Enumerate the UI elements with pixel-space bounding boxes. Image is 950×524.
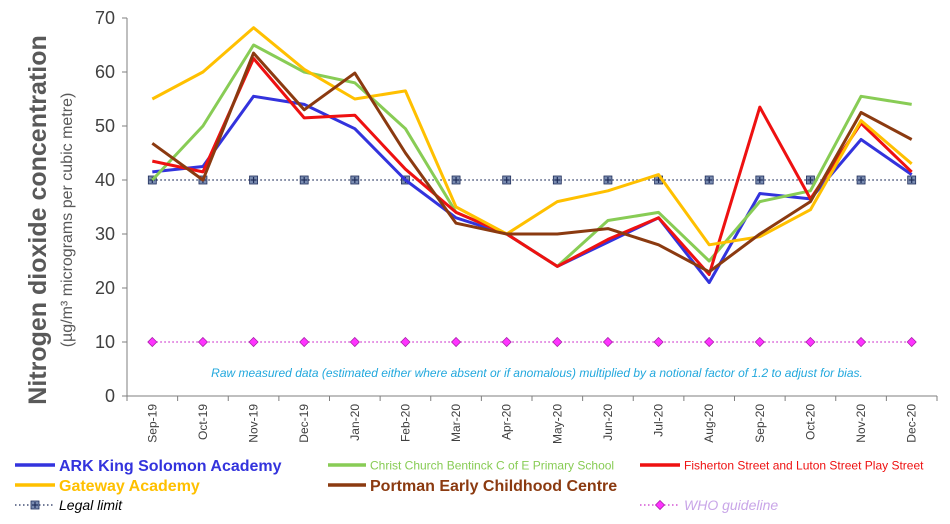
y-tick-label: 30 xyxy=(95,224,115,244)
y-axis-units: (µg/m³ micrograms per cubic metre) xyxy=(59,93,76,348)
who-guideline-marker xyxy=(754,336,765,348)
legal-limit-marker xyxy=(249,175,258,185)
series-lines xyxy=(151,26,913,285)
who-guideline-marker xyxy=(855,336,867,348)
who-guideline-marker xyxy=(197,336,209,348)
legend-item-gateway-academy: Gateway Academy xyxy=(15,478,200,495)
legal-limit-marker xyxy=(552,175,562,185)
x-tick-label: May-20 xyxy=(550,404,564,444)
x-tick-label: Aug-20 xyxy=(702,404,716,443)
x-tick-label: Apr-20 xyxy=(500,404,514,440)
x-tick-label: Jul-20 xyxy=(652,404,666,437)
who-guideline-marker xyxy=(501,336,512,348)
series-line-fisherton-street-and-luton-street-play-street xyxy=(151,57,913,276)
legend-label: ARK King Solomon Academy xyxy=(59,458,282,475)
x-tick-label: Oct-20 xyxy=(803,404,817,440)
series-line-ark-king-solomon-academy xyxy=(152,94,913,285)
x-tick-label: Nov-19 xyxy=(247,404,261,443)
series-line-gateway-academy xyxy=(151,26,913,247)
x-tick-label: Dec-19 xyxy=(297,404,311,443)
legal-limit-marker xyxy=(603,175,613,185)
who-guideline-marker xyxy=(299,336,310,348)
legend-item-ark-king-solomon-academy: ARK King Solomon Academy xyxy=(15,458,282,475)
y-tick-label: 0 xyxy=(105,386,115,406)
axes: 0 10 20 30 40 50 60 70 Sep-19 Oct-19 Nov-19 Dec-19 J… xyxy=(95,8,938,444)
legend-item-legal-limit: Legal limit xyxy=(15,497,123,513)
y-tick-label: 20 xyxy=(95,278,115,298)
who-guideline-marker xyxy=(805,336,816,348)
who-guideline-marker xyxy=(704,336,715,348)
legal-limit-marker xyxy=(451,175,461,185)
legend-item-christ-church-bentinck-c-of-e-primary-school: Christ Church Bentinck C of E Primary Sc… xyxy=(328,458,614,472)
series-line-portman-early-childhood-centre xyxy=(151,51,913,274)
x-tick-label: Dec-20 xyxy=(905,404,919,443)
legal-limit-marker xyxy=(704,175,714,185)
x-tick-label: Oct-19 xyxy=(196,404,210,440)
y-tick-label: 60 xyxy=(95,62,115,82)
legal-limit-marker xyxy=(907,175,917,185)
legal-limit-marker xyxy=(502,175,512,185)
who-guideline-marker xyxy=(653,336,664,348)
x-tick-label: Jun-20 xyxy=(601,404,615,441)
legend: ARK King Solomon Academy Christ Church Be… xyxy=(15,458,924,513)
legend-label: Gateway Academy xyxy=(59,478,200,495)
who-guideline-marker xyxy=(248,336,259,348)
legal-limit-marker xyxy=(806,175,815,185)
x-tick-label: Mar-20 xyxy=(449,404,463,442)
y-tick-label: 50 xyxy=(95,116,115,136)
legal-limit-marker xyxy=(856,175,866,185)
x-tick-label: Nov-20 xyxy=(854,404,868,443)
legend-label: WHO guideline xyxy=(684,497,778,513)
legend-label: Legal limit xyxy=(59,497,123,513)
y-tick-label: 70 xyxy=(95,8,115,28)
who-guideline-marker xyxy=(906,336,917,348)
legend-label: Portman Early Childhood Centre xyxy=(370,478,617,495)
who-guideline-marker xyxy=(450,336,462,348)
legend-item-portman-early-childhood-centre: Portman Early Childhood Centre xyxy=(328,478,617,495)
legend-label: Fisherton Street and Luton Street Play S… xyxy=(684,458,924,472)
legal-limit-marker xyxy=(755,175,765,185)
x-tick-label: Sep-20 xyxy=(753,404,767,443)
x-tick-label: Feb-20 xyxy=(398,404,412,442)
legal-limit-marker xyxy=(299,175,309,185)
who-guideline-marker xyxy=(602,336,614,348)
reference-lines xyxy=(147,175,917,348)
y-axis-title: Nitrogen dioxide concentration xyxy=(24,35,52,404)
legend-item-who-guideline: WHO guideline xyxy=(640,497,778,513)
legend-marker xyxy=(654,499,666,511)
who-guideline-marker xyxy=(349,336,360,348)
legal-limit-marker xyxy=(350,175,360,185)
legend-label: Christ Church Bentinck C of E Primary Sc… xyxy=(370,458,614,472)
y-tick-label: 40 xyxy=(95,170,115,190)
who-guideline-marker xyxy=(400,336,411,348)
who-guideline-marker xyxy=(552,336,563,348)
legend-item-fisherton-street-and-luton-street-play-street: Fisherton Street and Luton Street Play S… xyxy=(640,458,924,472)
who-guideline-marker xyxy=(147,336,158,348)
x-tick-label: Jan-20 xyxy=(348,404,362,441)
chart-annotation: Raw measured data (estimated either wher… xyxy=(211,366,863,380)
x-tick-label: Sep-19 xyxy=(145,404,159,443)
y-tick-label: 10 xyxy=(95,332,115,352)
